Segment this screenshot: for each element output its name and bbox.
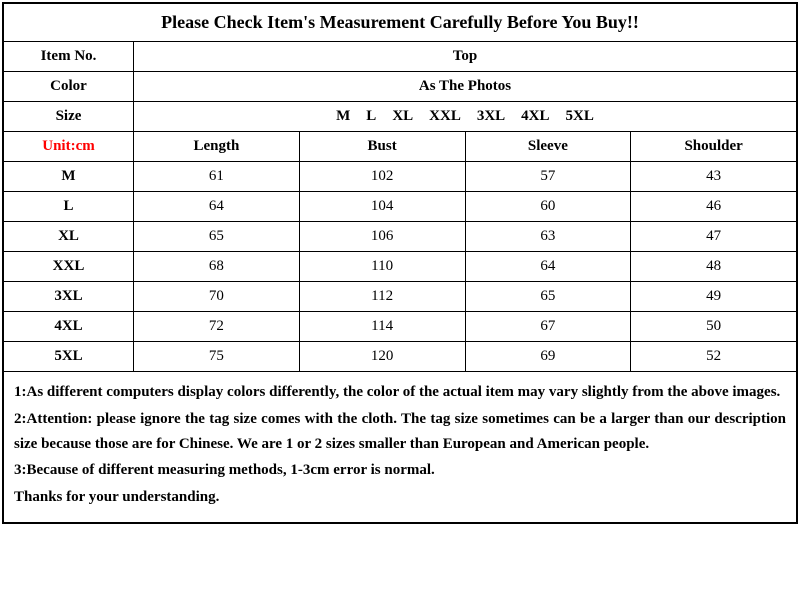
size-chart-table: Please Check Item's Measurement Carefull… [2,2,798,524]
cell-length: 70 [134,282,300,311]
item-no-label: Item No. [4,42,134,71]
table-row: 4XL721146750 [4,312,796,342]
cell-bust: 104 [300,192,466,221]
cell-length: 68 [134,252,300,281]
cell-bust: 102 [300,162,466,191]
note-1: 1:As different computers display colors … [14,380,786,405]
cell-length: 64 [134,192,300,221]
cell-shoulder: 49 [631,282,796,311]
cell-shoulder: 52 [631,342,796,371]
cell-shoulder: 46 [631,192,796,221]
col-header-shoulder: Shoulder [631,132,796,161]
cell-size: 3XL [4,282,134,311]
table-row: 5XL751206952 [4,342,796,372]
table-row: XXL681106448 [4,252,796,282]
cell-shoulder: 48 [631,252,796,281]
col-header-bust: Bust [300,132,466,161]
cell-bust: 106 [300,222,466,251]
table-row: M611025743 [4,162,796,192]
size-row: Size ML XL XXL 3XL 4XL 5XL [4,102,796,132]
col-header-sleeve: Sleeve [466,132,632,161]
chart-title: Please Check Item's Measurement Carefull… [4,4,796,42]
cell-sleeve: 63 [466,222,632,251]
size-option: 3XL [477,108,505,124]
table-row: L641046046 [4,192,796,222]
cell-shoulder: 47 [631,222,796,251]
cell-bust: 112 [300,282,466,311]
cell-size: L [4,192,134,221]
size-label: Size [4,102,134,131]
note-3: 3:Because of different measuring methods… [14,458,786,483]
size-option: 4XL [521,108,549,124]
color-value: As The Photos [134,72,796,101]
cell-size: XXL [4,252,134,281]
item-no-value: Top [134,42,796,71]
cell-size: XL [4,222,134,251]
cell-sleeve: 67 [466,312,632,341]
cell-bust: 120 [300,342,466,371]
color-label: Color [4,72,134,101]
unit-label: Unit:cm [4,132,134,161]
table-row: XL651066347 [4,222,796,252]
cell-size: 5XL [4,342,134,371]
cell-shoulder: 43 [631,162,796,191]
size-option: M [336,108,350,124]
cell-size: 4XL [4,312,134,341]
item-no-row: Item No. Top [4,42,796,72]
size-option: L [366,108,376,124]
note-thanks: Thanks for your understanding. [14,485,786,510]
size-option: XXL [429,108,461,124]
cell-length: 61 [134,162,300,191]
cell-length: 65 [134,222,300,251]
cell-size: M [4,162,134,191]
cell-bust: 110 [300,252,466,281]
table-row: 3XL701126549 [4,282,796,312]
cell-sleeve: 69 [466,342,632,371]
cell-length: 75 [134,342,300,371]
size-option: XL [392,108,413,124]
note-2: 2:Attention: please ignore the tag size … [14,407,786,457]
col-header-length: Length [134,132,300,161]
cell-sleeve: 64 [466,252,632,281]
measurement-header-row: Unit:cm Length Bust Sleeve Shoulder [4,132,796,162]
cell-sleeve: 60 [466,192,632,221]
cell-sleeve: 57 [466,162,632,191]
cell-shoulder: 50 [631,312,796,341]
color-row: Color As The Photos [4,72,796,102]
notes-section: 1:As different computers display colors … [4,372,796,522]
size-option: 5XL [566,108,594,124]
cell-sleeve: 65 [466,282,632,311]
cell-length: 72 [134,312,300,341]
size-list: ML XL XXL 3XL 4XL 5XL [134,102,796,131]
cell-bust: 114 [300,312,466,341]
